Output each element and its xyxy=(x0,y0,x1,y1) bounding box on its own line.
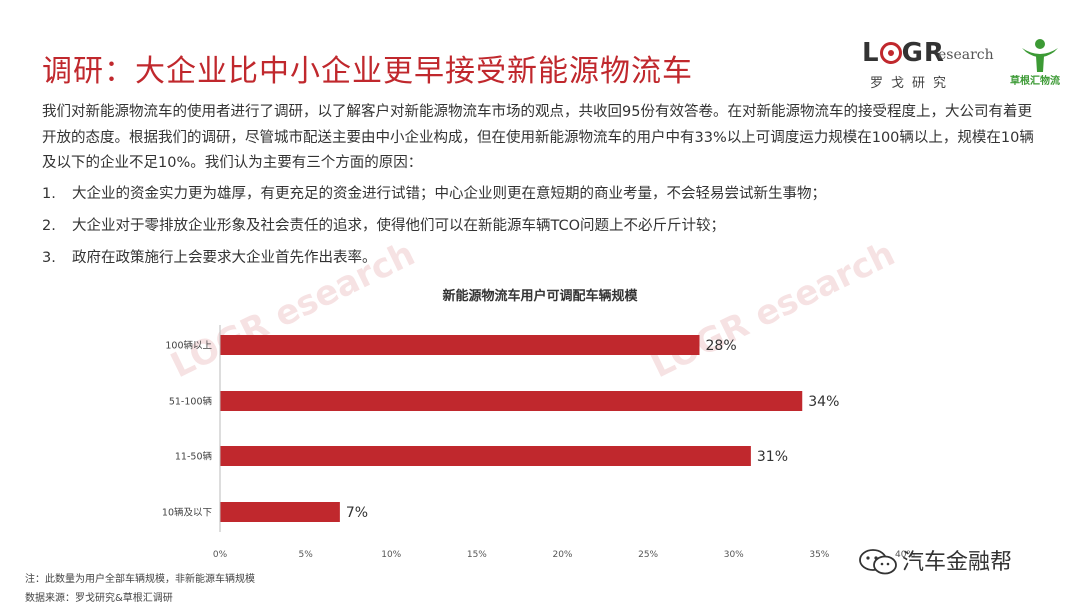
wechat-icon xyxy=(859,549,897,575)
chart-title: 新能源物流车用户可调配车辆规模 xyxy=(442,289,638,304)
bar xyxy=(220,446,751,466)
value-label: 31% xyxy=(757,449,788,465)
category-label: 11-50辆 xyxy=(175,451,213,463)
bar xyxy=(220,391,803,411)
caogen-logo: 草根汇物流 xyxy=(1010,38,1070,87)
reason-text: 大企业的资金实力更为雄厚，有更充足的资金进行试错；中心企业则更在意短期的商业考量… xyxy=(72,186,826,202)
logr-logo-research: esearch xyxy=(938,47,994,63)
intro-paragraph: 我们对新能源物流车的使用者进行了调研，以了解客户对新能源物流车市场的观点，共收回… xyxy=(42,104,1034,171)
caogen-logo-text: 草根汇物流 xyxy=(1010,76,1060,87)
x-tick-label: 30% xyxy=(724,550,744,560)
caogen-figure-icon xyxy=(1022,39,1058,72)
reason-text: 政府在政策施行上会要求大企业首先作出表率。 xyxy=(72,250,377,266)
bar xyxy=(220,335,700,355)
bar xyxy=(220,502,340,522)
footnote: 注：此数量为用户全部车辆规模，非新能源车辆规模 xyxy=(25,574,255,585)
data-source: 数据来源：罗戈研究&草根汇调研 xyxy=(25,593,173,604)
x-tick-label: 15% xyxy=(467,550,487,560)
category-label: 100辆以上 xyxy=(165,340,212,352)
reason-text: 大企业对于零排放企业形象及社会责任的追求，使得他们可以在新能源车辆TCO问题上不… xyxy=(72,218,726,234)
reason-number: 2. xyxy=(42,218,56,234)
x-tick-label: 10% xyxy=(381,550,401,560)
x-tick-label: 40% xyxy=(895,550,915,560)
x-tick-label: 5% xyxy=(298,550,313,560)
wechat-brand-text: 汽车金融帮 xyxy=(902,550,1013,575)
reason-item-1: 1. 大企业的资金实力更为雄厚，有更充足的资金进行试错；中心企业则更在意短期的商业… xyxy=(42,182,826,203)
category-label: 51-100辆 xyxy=(169,396,213,408)
wechat-brand: 汽车金融帮 xyxy=(858,544,1012,576)
reason-number: 3. xyxy=(42,250,56,266)
logr-logo-mark: L GR xyxy=(862,38,945,68)
category-label: 10辆及以下 xyxy=(162,507,212,519)
x-tick-label: 25% xyxy=(638,550,658,560)
reason-item-2: 2. 大企业对于零排放企业形象及社会责任的追求，使得他们可以在新能源车辆TCO问题… xyxy=(42,214,725,235)
value-label: 7% xyxy=(346,505,368,521)
value-label: 28% xyxy=(706,338,737,354)
x-tick-label: 20% xyxy=(552,550,572,560)
logr-logo: L GR esearch 罗戈研究 xyxy=(862,38,994,96)
reason-item-3: 3. 政府在政策施行上会要求大企业首先作出表率。 xyxy=(42,246,377,267)
x-tick-label: 35% xyxy=(809,550,829,560)
value-label: 34% xyxy=(808,394,839,410)
logr-logo-chinese: 罗戈研究 xyxy=(870,76,955,91)
reason-number: 1. xyxy=(42,186,56,202)
x-tick-label: 0% xyxy=(213,550,228,560)
page-title: 调研：大企业比中小企业更早接受新能源物流车 xyxy=(42,54,693,89)
